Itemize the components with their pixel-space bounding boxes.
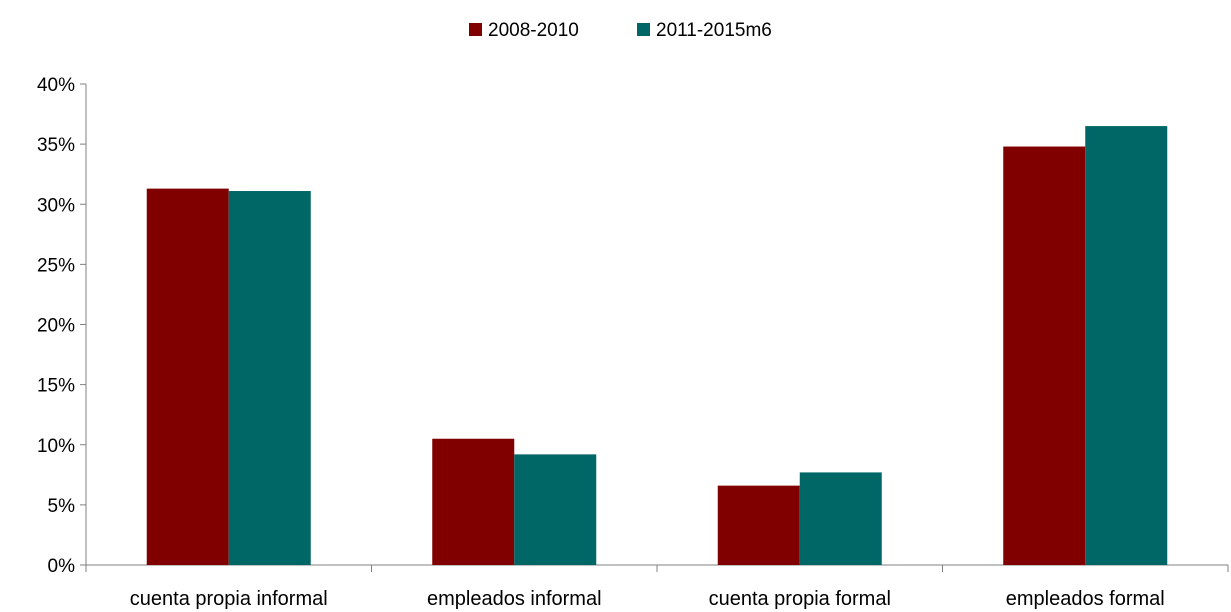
legend-swatch-2011-2015m6 <box>637 23 650 36</box>
bars <box>146 126 1168 566</box>
legend-label-2011-2015m6: 2011-2015m6 <box>656 20 772 41</box>
legend-swatch-2008-2010 <box>469 23 482 36</box>
y-tick-label: 0% <box>48 556 76 577</box>
bar-2011-2015m6-empleados-informal <box>514 454 597 565</box>
y-tick-label: 35% <box>37 135 75 156</box>
bar-2008-2010-cuenta-propia-informal <box>146 188 229 565</box>
x-category-label: empleados informal <box>427 588 602 610</box>
bar-2008-2010-empleados-formal <box>1003 146 1086 565</box>
y-tick-label: 25% <box>37 255 75 276</box>
bar-2011-2015m6-cuenta-propia-informal <box>228 191 311 565</box>
y-tick-label: 10% <box>37 436 75 457</box>
y-tick-label: 30% <box>37 195 75 216</box>
x-axis: cuenta propia informal empleados informal… <box>85 564 1229 610</box>
y-tick-label: 15% <box>37 376 75 397</box>
legend: 2008-2010 2011-2015m6 <box>469 20 772 41</box>
x-category-label: cuenta propia formal <box>709 588 891 610</box>
y-tick-label: 5% <box>48 496 76 517</box>
y-tick-label: 20% <box>37 316 75 337</box>
bar-2011-2015m6-empleados-formal <box>1085 126 1168 566</box>
bar-2008-2010-cuenta-propia-formal <box>717 485 800 565</box>
y-axis: 0% 5% 10% 15% 20% 25% 30% 35% 40% <box>37 75 87 577</box>
bar-2008-2010-empleados-informal <box>432 438 515 565</box>
legend-label-2008-2010: 2008-2010 <box>488 20 579 41</box>
y-tick-label: 40% <box>37 75 75 96</box>
x-category-label: cuenta propia informal <box>130 588 328 610</box>
bar-2011-2015m6-cuenta-propia-formal <box>799 472 882 565</box>
x-category-label: empleados formal <box>1006 588 1165 610</box>
